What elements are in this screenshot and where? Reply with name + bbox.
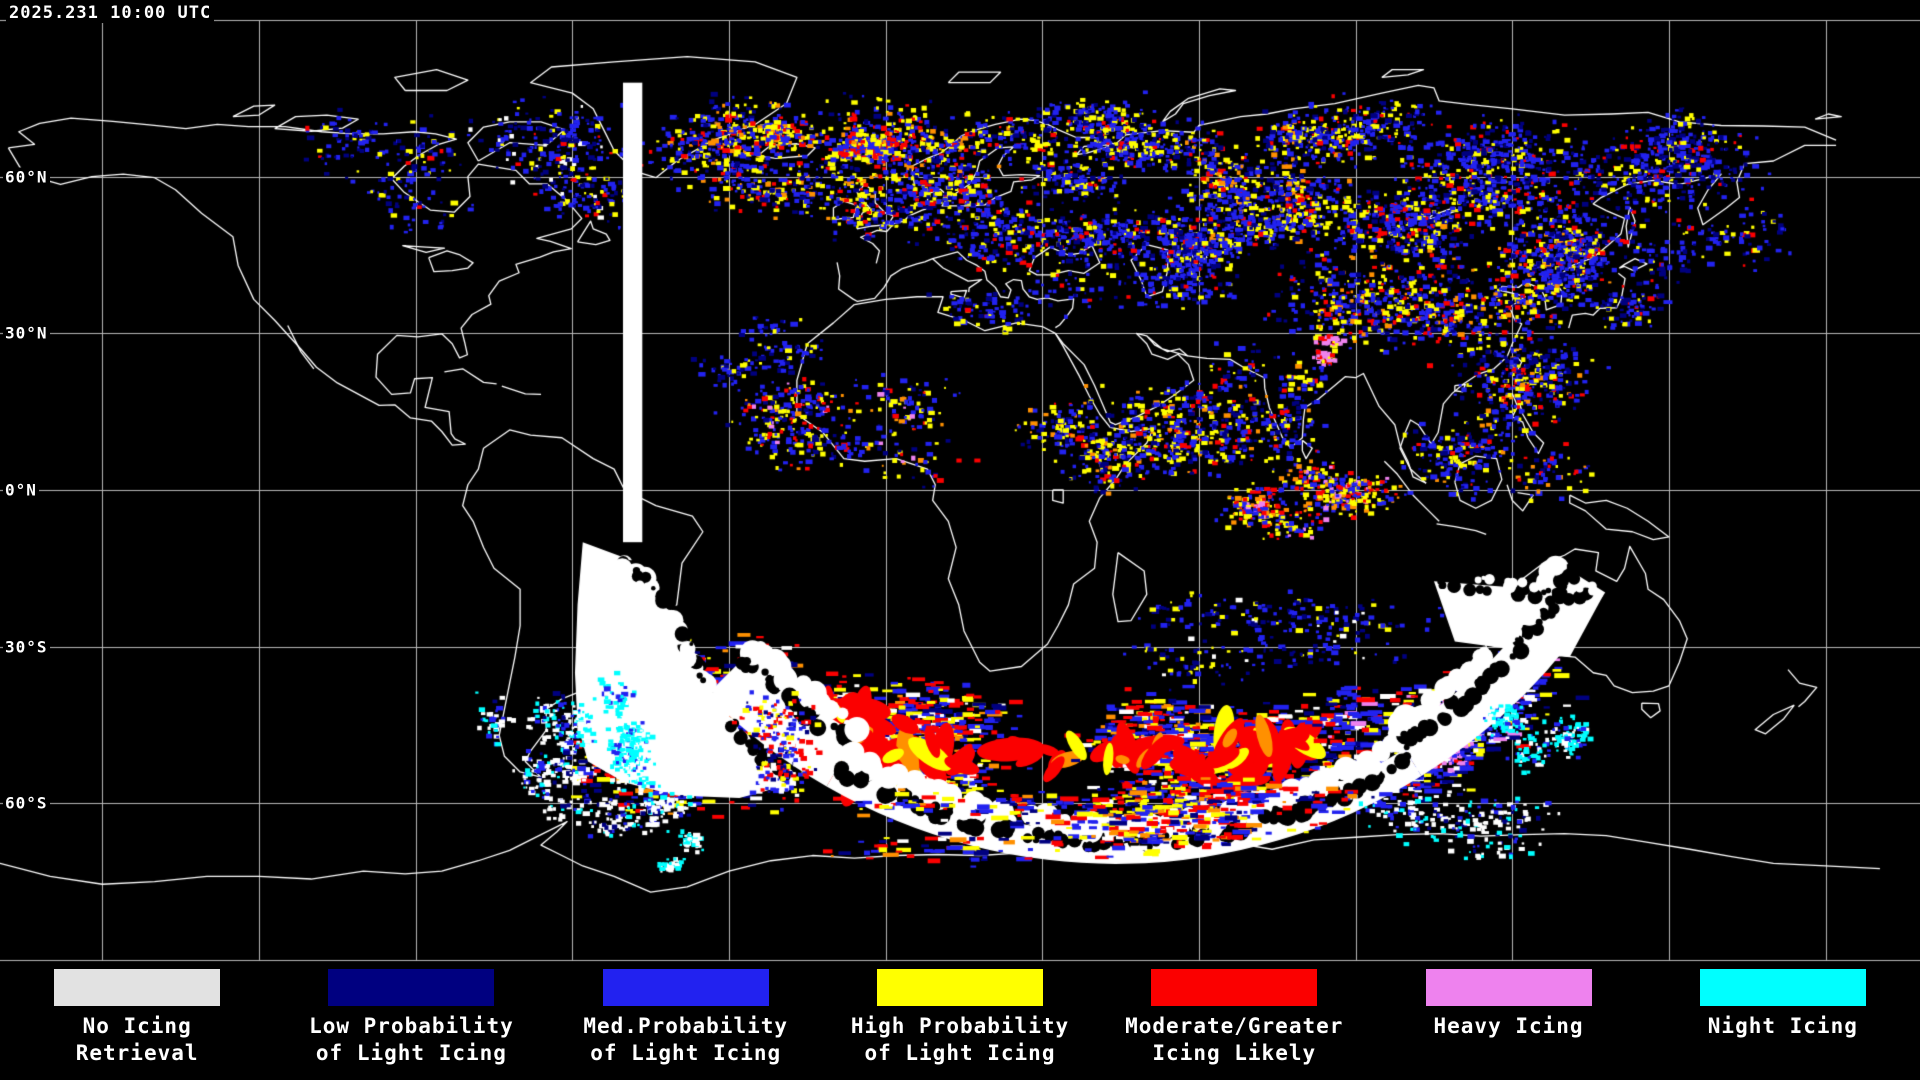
lat-label-0n: 0°N: [3, 480, 39, 500]
legend-item-moderate-greater: Moderate/Greater Icing Likely: [1097, 969, 1371, 1067]
legend-item-med-probability: Med.Probability of Light Icing: [549, 969, 823, 1067]
legend-swatch-no-icing: [54, 969, 221, 1006]
legend-label: of Light Icing: [590, 1041, 782, 1065]
timestamp: 2025.231 10:00 UTC: [6, 3, 215, 23]
lat-label-60n: 60°N: [3, 167, 50, 187]
legend-item-heavy-icing: Heavy Icing: [1371, 969, 1645, 1067]
legend-label: No Icing: [82, 1014, 192, 1038]
legend-label: Low Probability: [309, 1014, 514, 1038]
legend-label: of Light Icing: [864, 1041, 1056, 1065]
legend-label: of Light Icing: [315, 1041, 507, 1065]
lat-label-30s: 30°S: [3, 637, 50, 657]
legend-item-low-probability: Low Probability of Light Icing: [274, 969, 548, 1067]
legend: No Icing Retrieval Low Probability of Li…: [0, 969, 1920, 1067]
lat-label-60s: 60°S: [3, 793, 50, 813]
legend-item-high-probability: High Probability of Light Icing: [823, 969, 1097, 1067]
legend-swatch-night-icing: [1699, 969, 1866, 1006]
legend-swatch-heavy-icing: [1425, 969, 1592, 1006]
legend-label: Night Icing: [1707, 1014, 1858, 1038]
legend-swatch-med-probability: [602, 969, 769, 1006]
legend-label: Moderate/Greater: [1125, 1014, 1344, 1038]
legend-item-night-icing: Night Icing: [1646, 969, 1920, 1067]
lat-label-30n: 30°N: [3, 323, 50, 343]
legend-label: Retrieval: [75, 1041, 199, 1065]
legend-swatch-high-probability: [876, 969, 1043, 1006]
legend-label: High Probability: [850, 1014, 1070, 1038]
legend-label: Heavy Icing: [1433, 1014, 1584, 1038]
legend-swatch-moderate-greater: [1151, 969, 1318, 1006]
legend-swatch-low-probability: [328, 969, 495, 1006]
legend-label: Med.Probability: [583, 1014, 789, 1038]
legend-label: Icing Likely: [1152, 1041, 1317, 1065]
legend-item-no-icing: No Icing Retrieval: [0, 969, 274, 1067]
